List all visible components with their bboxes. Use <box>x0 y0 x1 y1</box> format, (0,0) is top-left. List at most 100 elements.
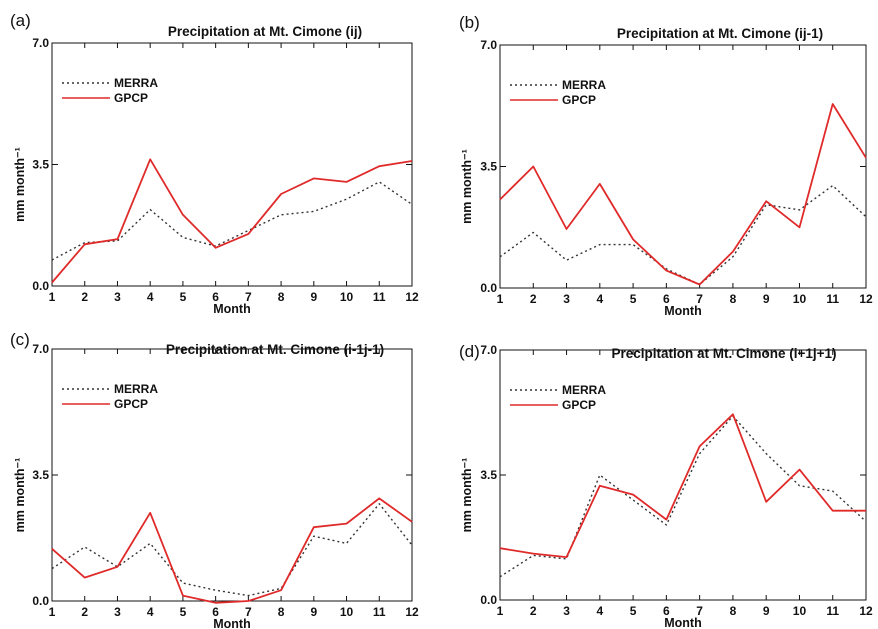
x-tick-label: 3 <box>114 290 121 304</box>
panel-label: (b) <box>459 13 480 32</box>
series-line-merra <box>51 181 413 261</box>
y-axis-label: mm month⁻¹ <box>460 149 474 224</box>
x-tick-label: 4 <box>596 292 603 306</box>
x-tick-label: 3 <box>563 604 570 618</box>
x-tick-label: 4 <box>596 604 603 618</box>
x-axis-label: Month <box>664 304 701 318</box>
panel-label: (c) <box>10 330 30 349</box>
x-tick-label: 8 <box>278 290 285 304</box>
x-tick-label: 12 <box>859 292 873 306</box>
x-tick-label: 9 <box>763 292 770 306</box>
x-tick-label: 7 <box>245 605 252 619</box>
x-tick-label: 10 <box>340 290 354 304</box>
x-tick-label: 8 <box>730 604 737 618</box>
x-tick-label: 6 <box>212 605 219 619</box>
x-tick-label: 6 <box>663 292 670 306</box>
series-line-gpcp <box>51 497 413 604</box>
x-tick-label: 4 <box>147 290 154 304</box>
y-tick-label: 7.0 <box>480 343 497 357</box>
plot-frame <box>51 348 413 602</box>
chart-panel: (c)Precipitation at Mt. Cimone (i-1j-1)1… <box>10 330 419 629</box>
x-tick-label: 6 <box>663 604 670 618</box>
y-axis-label: mm month⁻¹ <box>13 458 27 533</box>
x-tick-label: 7 <box>245 290 252 304</box>
x-tick-label: 3 <box>114 605 121 619</box>
panel-label: (d) <box>459 342 480 361</box>
x-axis-label: Month <box>213 302 250 316</box>
chart-title: Precipitation at Mt. Cimone (ij-1) <box>617 26 823 41</box>
legend-label: MERRA <box>114 382 158 396</box>
y-axis-label: mm month⁻¹ <box>13 147 27 222</box>
y-tick-label: 0.0 <box>32 279 49 293</box>
x-tick-label: 5 <box>630 292 637 306</box>
series-line-merra <box>51 503 413 597</box>
chart-panel: (b)Precipitation at Mt. Cimone (ij-1)1 2 3… <box>459 13 873 318</box>
x-axis-label: Month <box>213 617 250 629</box>
legend-label: GPCP <box>562 93 596 107</box>
y-tick-label: 3.5 <box>32 468 49 482</box>
plot-frame <box>51 42 413 287</box>
panel-label: (a) <box>10 11 31 30</box>
y-tick-label: 0.0 <box>480 593 497 607</box>
x-tick-label: 1 <box>49 290 56 304</box>
y-axis-label: mm month⁻¹ <box>460 458 474 533</box>
plot-frame <box>499 349 867 601</box>
x-tick-label: 9 <box>310 290 317 304</box>
x-tick-label: 8 <box>730 292 737 306</box>
x-tick-label: 5 <box>630 604 637 618</box>
series-line-merra <box>499 184 867 286</box>
y-tick-label: 0.0 <box>32 594 49 608</box>
legend-label: GPCP <box>562 398 596 412</box>
x-tick-label: 9 <box>763 604 770 618</box>
x-tick-label: 5 <box>180 605 187 619</box>
x-tick-label: 4 <box>147 605 154 619</box>
x-tick-label: 12 <box>405 290 419 304</box>
x-tick-label: 11 <box>826 292 839 306</box>
series-line-gpcp <box>499 413 866 558</box>
x-tick-label: 5 <box>180 290 187 304</box>
x-tick-label: 1 <box>497 604 504 618</box>
chart-title: Precipitation at Mt. Cimone (i+1j+1) <box>611 346 836 361</box>
series-line-merra <box>499 415 867 578</box>
series-line-gpcp <box>51 158 413 284</box>
series-line-gpcp <box>499 103 867 286</box>
x-tick-label: 2 <box>530 292 537 306</box>
y-tick-label: 3.5 <box>32 158 49 172</box>
x-tick-label: 10 <box>793 292 807 306</box>
legend-label: MERRA <box>562 383 606 397</box>
x-tick-label: 2 <box>81 605 88 619</box>
y-tick-label: 7.0 <box>32 36 49 50</box>
x-tick-label: 9 <box>310 605 317 619</box>
legend-label: MERRA <box>562 78 606 92</box>
y-tick-label: 7.0 <box>480 38 497 52</box>
x-tick-label: 8 <box>278 605 285 619</box>
legend-label: GPCP <box>114 91 148 105</box>
x-tick-label: 7 <box>696 292 703 306</box>
y-tick-label: 3.5 <box>480 468 497 482</box>
x-tick-label: 11 <box>373 290 386 304</box>
plot-frame <box>499 44 867 289</box>
x-tick-label: 2 <box>530 604 537 618</box>
chart-panel: (a)Precipitation at Mt. Cimone (ij)1 2 3 4 5… <box>10 11 419 316</box>
x-tick-label: 1 <box>49 605 56 619</box>
x-tick-label: 10 <box>793 604 807 618</box>
legend-label: GPCP <box>114 397 148 411</box>
y-tick-label: 0.0 <box>480 281 497 295</box>
y-tick-label: 3.5 <box>480 160 497 174</box>
chart-panel: (d) Precipitation at Mt. Cimone (i+1j+1) 1… <box>459 342 873 629</box>
x-tick-label: 1 <box>497 292 504 306</box>
x-tick-label: 2 <box>81 290 88 304</box>
x-tick-label: 10 <box>340 605 354 619</box>
legend-label: MERRA <box>114 76 158 90</box>
x-tick-label: 11 <box>373 605 386 619</box>
y-tick-label: 7.0 <box>32 342 49 356</box>
x-tick-label: 12 <box>859 604 873 618</box>
x-tick-label: 6 <box>212 290 219 304</box>
x-tick-label: 7 <box>696 604 703 618</box>
x-tick-label: 11 <box>826 604 839 618</box>
x-tick-label: 3 <box>563 292 570 306</box>
chart-title: Precipitation at Mt. Cimone (ij) <box>168 24 362 39</box>
x-tick-label: 12 <box>405 605 419 619</box>
x-axis-label: Month <box>664 616 701 629</box>
